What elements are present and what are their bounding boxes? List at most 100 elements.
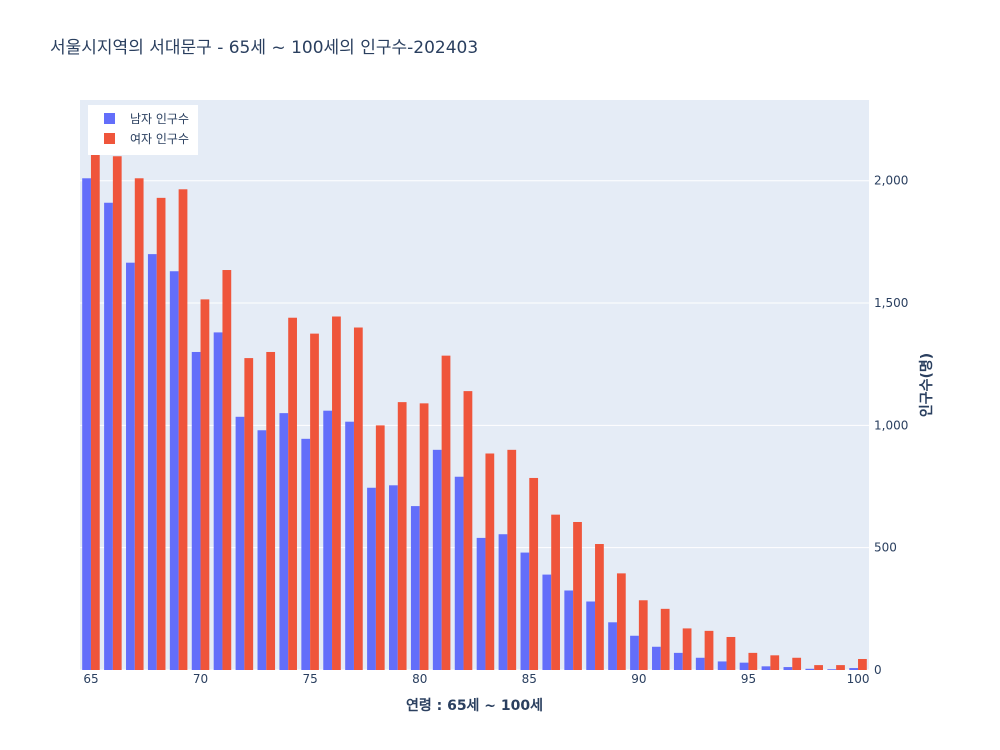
x-tick-label: 70: [193, 672, 208, 686]
bar[interactable]: [595, 544, 604, 670]
bar[interactable]: [266, 351, 276, 670]
bar[interactable]: [726, 636, 736, 670]
bar[interactable]: [638, 600, 648, 670]
bar[interactable]: [235, 416, 245, 670]
bar[interactable]: [213, 332, 223, 670]
bar[interactable]: [564, 590, 574, 670]
bar[interactable]: [542, 574, 552, 670]
x-axis-title: 연령 : 65세 ~ 100세: [406, 698, 543, 714]
bar[interactable]: [682, 628, 692, 670]
bar[interactable]: [441, 355, 451, 670]
bar[interactable]: [748, 652, 758, 670]
bar[interactable]: [507, 449, 517, 670]
bar[interactable]: [147, 254, 157, 670]
bar[interactable]: [367, 487, 376, 670]
bar[interactable]: [630, 635, 639, 670]
bar[interactable]: [332, 316, 341, 670]
bar[interactable]: [717, 661, 727, 670]
bar[interactable]: [301, 438, 311, 670]
bar[interactable]: [178, 189, 188, 670]
bar[interactable]: [104, 202, 113, 671]
bar[interactable]: [90, 152, 100, 671]
y-tick-label: 0: [874, 663, 882, 677]
bar[interactable]: [353, 327, 363, 670]
bar[interactable]: [529, 477, 539, 670]
bar[interactable]: [112, 156, 122, 670]
bar[interactable]: [323, 410, 333, 670]
y-axis-ticks: 0 500 1,000 1,500 2,000: [874, 174, 908, 677]
bar[interactable]: [191, 351, 201, 670]
x-axis-ticks: 65 70 75 80 85 90 95 100: [83, 672, 869, 686]
bar[interactable]: [551, 514, 560, 670]
bar[interactable]: [156, 197, 166, 671]
x-tick-label: 100: [847, 672, 870, 686]
bar[interactable]: [827, 669, 837, 670]
legend-swatch: [104, 133, 115, 144]
bar[interactable]: [419, 403, 429, 670]
x-tick-label: 85: [522, 672, 537, 686]
bar[interactable]: [805, 668, 815, 670]
bar[interactable]: [134, 178, 144, 670]
bar[interactable]: [410, 506, 420, 670]
bar[interactable]: [126, 262, 135, 670]
bar[interactable]: [463, 391, 473, 670]
legend-swatch: [104, 113, 115, 124]
bar[interactable]: [222, 270, 232, 670]
x-tick-label: 95: [741, 672, 756, 686]
bar[interactable]: [279, 413, 289, 670]
bar[interactable]: [616, 573, 626, 670]
bar[interactable]: [200, 299, 210, 670]
bar[interactable]: [792, 657, 802, 670]
bar[interactable]: [573, 521, 582, 670]
bar[interactable]: [673, 652, 683, 670]
bar[interactable]: [520, 552, 530, 670]
bar[interactable]: [739, 662, 749, 670]
series-female: [90, 152, 867, 671]
legend-label: 남자 인구수: [130, 112, 189, 126]
legend-label: 여자 인구수: [130, 132, 189, 146]
series-male: [82, 178, 859, 671]
bar[interactable]: [432, 449, 442, 670]
bar[interactable]: [660, 608, 670, 670]
bar[interactable]: [288, 317, 297, 670]
y-axis-title: 인구수(명): [918, 353, 935, 417]
bar[interactable]: [257, 430, 267, 670]
bar[interactable]: [169, 271, 179, 670]
bar-series: [82, 152, 867, 671]
x-tick-label: 90: [631, 672, 646, 686]
bar[interactable]: [608, 622, 617, 670]
bar[interactable]: [858, 658, 867, 670]
bar[interactable]: [761, 666, 771, 670]
plot-background: [80, 100, 869, 670]
bar[interactable]: [586, 601, 596, 670]
bar[interactable]: [814, 665, 823, 670]
bar[interactable]: [310, 333, 319, 670]
bar[interactable]: [836, 665, 845, 670]
bar[interactable]: [476, 537, 486, 670]
bar[interactable]: [498, 534, 508, 670]
chart-title: 서울시지역의 서대문구 - 65세 ~ 100세의 인구수-202403: [50, 38, 479, 58]
y-tick-label: 2,000: [874, 174, 908, 188]
x-tick-label: 80: [412, 672, 427, 686]
bar[interactable]: [695, 657, 705, 670]
bar[interactable]: [849, 668, 859, 670]
y-tick-label: 1,500: [874, 296, 908, 310]
bar[interactable]: [397, 402, 407, 670]
bar[interactable]: [652, 646, 661, 670]
bar[interactable]: [375, 425, 385, 670]
bar[interactable]: [454, 476, 464, 670]
bar[interactable]: [345, 421, 354, 670]
legend-item[interactable]: 남자 인구수: [104, 112, 189, 126]
x-tick-label: 75: [302, 672, 317, 686]
bar[interactable]: [770, 655, 780, 670]
bar[interactable]: [485, 453, 495, 670]
grid-lines: [80, 180, 869, 671]
legend-item[interactable]: 여자 인구수: [104, 132, 189, 146]
bar[interactable]: [82, 178, 91, 670]
x-tick-label: 65: [83, 672, 98, 686]
bar[interactable]: [704, 630, 714, 670]
bar[interactable]: [389, 485, 398, 670]
bar[interactable]: [783, 667, 793, 670]
bar[interactable]: [244, 358, 254, 670]
